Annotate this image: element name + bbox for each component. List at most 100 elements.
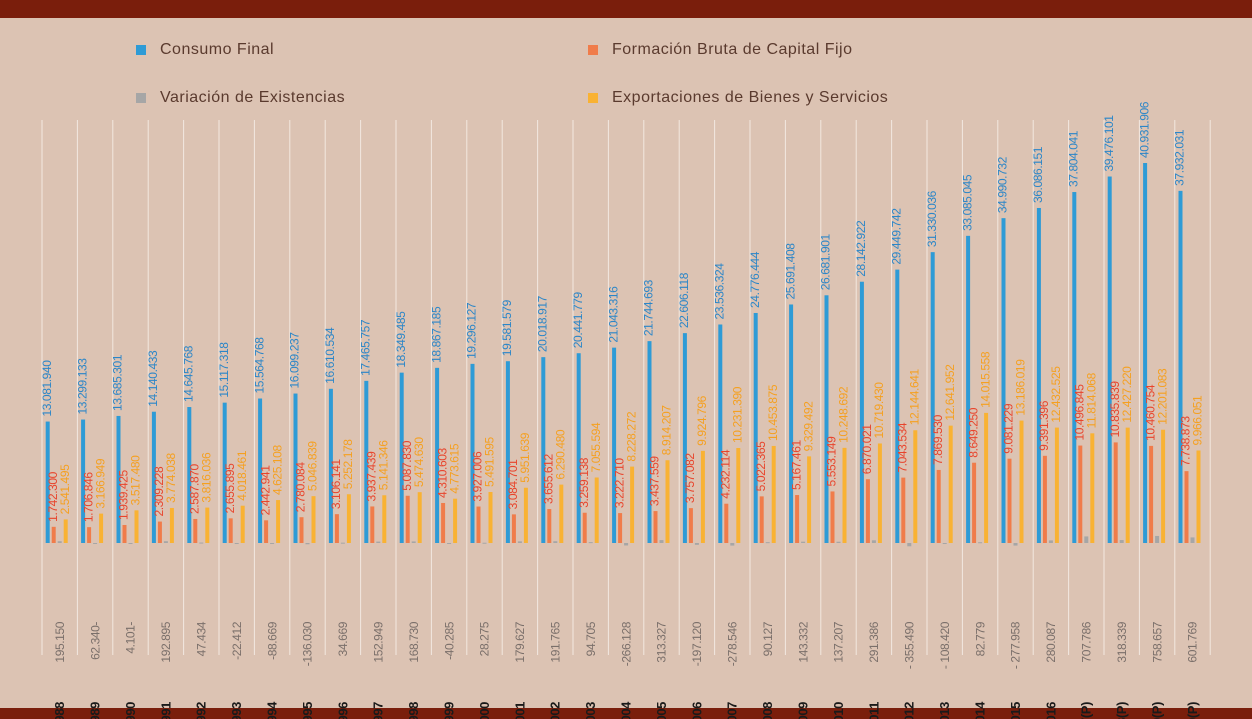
bar [1042, 455, 1047, 543]
bar [45, 421, 50, 543]
bar [936, 469, 941, 543]
data-label: 14.645.768 [181, 345, 195, 402]
data-label: 12.432.525 [1049, 366, 1063, 423]
data-label: 34.990.732 [996, 156, 1010, 213]
data-label: 40.931.906 [1137, 101, 1151, 158]
bar [942, 543, 947, 545]
bar [411, 541, 416, 543]
bar [128, 543, 133, 544]
data-label: 9.924.796 [695, 395, 709, 446]
data-label: 7.043.534 [895, 422, 909, 473]
legend-label: Variación de Existencias [160, 89, 345, 106]
legend-swatch [136, 45, 146, 55]
data-label: 168.730 [407, 621, 421, 662]
x-tick-label: 2010 [831, 702, 846, 719]
bar [1019, 420, 1024, 543]
bar [930, 252, 935, 543]
bar [576, 353, 581, 543]
data-label: - 277.958 [1009, 621, 1023, 669]
data-label: 90.127 [761, 621, 775, 656]
x-tick-label: 2016 [1043, 702, 1058, 719]
bar [163, 541, 168, 543]
data-label: 2.780.084 [294, 462, 308, 513]
bar [488, 492, 493, 543]
bar [169, 507, 174, 543]
data-label: 10.453.875 [766, 384, 780, 441]
data-label: 20.441.779 [571, 291, 585, 348]
data-label: 19.296.127 [465, 302, 479, 359]
data-label: 5.087.830 [400, 440, 414, 491]
data-label: 5.252.178 [341, 439, 355, 490]
bar [447, 543, 452, 544]
bar [901, 477, 906, 543]
bar [913, 430, 918, 543]
x-tick-label: 2015 [1008, 702, 1023, 719]
data-label: 3.774.038 [164, 452, 178, 503]
legend-label: Exportaciones de Bienes y Servicios [612, 89, 888, 106]
bar [1072, 192, 1077, 543]
x-tick-label: 2002 [548, 702, 563, 719]
data-label: 39.476.101 [1102, 115, 1116, 172]
legend-swatch [588, 93, 598, 103]
data-label: 191.765 [548, 621, 562, 662]
bar [264, 520, 269, 543]
data-label: 62.340- [88, 622, 102, 660]
x-tick-label: 2005 [654, 702, 669, 719]
data-label: 280.087 [1044, 621, 1058, 662]
bar [836, 541, 841, 543]
bar [187, 407, 192, 543]
x-tick-label: 2007 [725, 702, 740, 719]
data-label: 22.606.118 [677, 272, 691, 328]
bar [547, 509, 552, 543]
bar [1125, 427, 1130, 543]
bar [688, 508, 693, 543]
data-label: 1.939.425 [117, 469, 131, 520]
data-label: 9.081.229 [1002, 403, 1016, 454]
data-label: 13.081.940 [40, 360, 54, 417]
x-tick-label: 2018(P) [1114, 702, 1129, 719]
x-tick-label: 1990 [123, 702, 138, 719]
x-tick-label: 2009 [796, 702, 811, 719]
bar [1048, 540, 1053, 543]
bar [624, 543, 629, 546]
data-label: 16.610.534 [323, 327, 337, 384]
bar [417, 492, 422, 543]
bar [205, 507, 210, 543]
data-label: 10.719.430 [872, 382, 886, 439]
bar [1084, 536, 1089, 543]
bar [653, 511, 658, 543]
data-label: 16.099.237 [288, 332, 302, 389]
data-label: -197.120 [690, 621, 704, 666]
data-label: 33.085.045 [960, 174, 974, 231]
x-tick-label: 2000 [477, 702, 492, 719]
data-label: 15.117.318 [217, 342, 231, 398]
data-label: 31.330.036 [925, 190, 939, 247]
x-tick-label: 1998 [406, 702, 421, 719]
bar [435, 367, 440, 543]
top-band [0, 0, 1252, 18]
data-label: 29.449.742 [889, 208, 903, 265]
bar [276, 500, 281, 543]
data-label: 3.937.439 [364, 451, 378, 502]
data-label: 4.018.461 [235, 450, 249, 501]
data-label: 5.022.365 [754, 441, 768, 492]
bar [517, 541, 522, 543]
bar [1119, 540, 1124, 543]
data-label: 25.691.408 [783, 243, 797, 300]
data-label: - 108.420 [938, 621, 952, 669]
bar [647, 341, 652, 543]
data-label: 36.086.151 [1031, 146, 1045, 203]
bar [1190, 537, 1195, 543]
x-tick-label: 1991 [158, 702, 173, 719]
data-label: 47.434 [194, 621, 208, 656]
data-label: 9.966.051 [1191, 395, 1205, 446]
bar [270, 543, 275, 544]
data-label: 12.201.083 [1155, 368, 1169, 425]
data-label: 3.106.141 [329, 459, 343, 510]
data-label: 179.627 [513, 621, 527, 662]
bar [228, 518, 233, 543]
data-label: 2.442.941 [258, 465, 272, 516]
data-label: 28.275 [478, 621, 492, 656]
x-tick-label: 2012 [902, 702, 917, 719]
